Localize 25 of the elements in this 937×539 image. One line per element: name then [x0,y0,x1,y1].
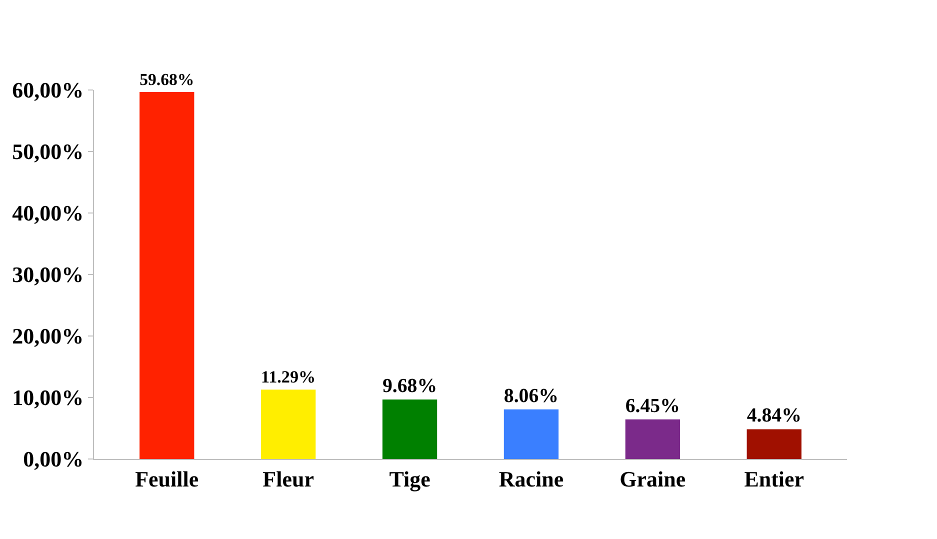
bar [382,399,438,459]
x-tick-label: Racine [498,466,564,492]
y-tick-label: 0,00% [23,446,84,472]
x-tick-label: Feuille [135,466,199,492]
y-tick-label: 20,00% [12,324,84,349]
x-tick-label: Graine [620,466,686,492]
bar [261,390,316,459]
y-tick-label: 10,00% [12,385,84,410]
y-tick-label: 50,00% [12,139,84,164]
x-tick-label: Fleur [262,466,314,492]
bar [625,419,680,459]
data-label: 11.29% [261,368,316,387]
data-label: 9.68% [382,374,438,397]
x-tick-label: Entier [744,466,804,492]
y-tick-label: 40,00% [12,200,84,226]
y-tick-label: 60,00% [12,78,84,103]
y-tick-label: 30,00% [12,262,84,288]
data-label: 4.84% [746,404,802,427]
bar [504,409,559,459]
data-label: 59.68% [140,70,194,90]
data-label: 8.06% [504,384,559,407]
x-tick-label: Tige [389,466,431,492]
data-label: 6.45% [625,394,680,417]
bar [746,429,802,459]
bar [140,92,194,459]
